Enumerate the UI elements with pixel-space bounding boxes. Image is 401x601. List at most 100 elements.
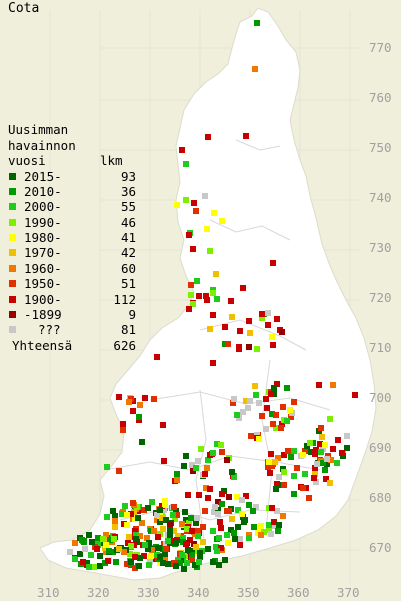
observation-square [200,539,206,545]
observation-square [205,134,211,140]
observation-square [237,536,243,542]
observation-square [307,440,313,446]
observation-square [205,457,211,463]
observation-square [160,560,166,566]
observation-square [268,531,274,537]
observation-square [235,524,241,530]
y-tick-label: 730 [369,240,392,255]
observation-square [179,552,185,558]
observation-square [266,522,272,528]
observation-square [192,562,198,568]
observation-square [162,498,168,504]
observation-square [184,526,190,532]
observation-square [207,326,213,332]
legend-year-label: 1900- [24,291,62,307]
observation-square [91,564,97,570]
observation-square [161,458,167,464]
observation-square [132,528,138,534]
observation-square [120,427,126,433]
observation-square [196,559,202,565]
observation-square [224,457,230,463]
map-title: Cota [8,1,40,16]
observation-square [269,505,275,511]
observation-square [128,543,134,549]
observation-square [173,508,179,514]
observation-square [335,437,341,443]
observation-square [320,460,326,466]
observation-square [259,315,265,321]
observation-square [211,509,217,515]
observation-square [256,436,262,442]
legend-color-swatch [9,311,16,319]
observation-square [97,563,103,569]
observation-square [216,535,222,541]
observation-square [218,442,224,448]
legend-row: 1980- 41 [8,230,136,245]
legend-row: 2010- 36 [8,184,136,199]
observation-square [266,527,272,533]
observation-square [263,396,269,402]
observation-square [252,66,258,72]
observation-square [248,433,254,439]
observation-square [183,541,189,547]
observation-square [300,452,306,458]
x-tick-label: 320 [87,585,110,600]
observation-square [112,518,118,524]
observation-square [225,540,231,546]
legend-count-value: 9 [128,307,136,323]
observation-square [328,457,334,463]
legend-year-label: -1899 [24,307,62,323]
observation-square [268,451,274,457]
observation-square [156,545,162,551]
legend-year-label: 2010- [24,183,62,199]
observation-square [202,471,208,477]
observation-square [142,542,148,548]
observation-square [306,495,312,501]
observation-square [122,503,128,509]
legend-year-label: 1980- [24,230,62,246]
observation-square [317,441,323,447]
observation-square [124,512,130,518]
observation-square [214,548,220,554]
legend-color-swatch [9,249,16,257]
observation-square [265,310,271,316]
observation-square [207,486,213,492]
observation-square [339,450,345,456]
observation-square [180,535,186,541]
observation-square [246,502,252,508]
observation-square [189,552,195,558]
observation-square [130,500,136,506]
observation-square [82,546,88,552]
legend-count-value: 36 [120,183,136,199]
observation-square [157,519,163,525]
x-tick-label: 370 [337,585,360,600]
observation-square [314,461,320,467]
observation-square [121,549,127,555]
observation-square [247,398,253,404]
observation-square [291,448,297,454]
observation-square [137,555,143,561]
observation-square [195,533,201,539]
observation-square [137,402,143,408]
observation-square [279,329,285,335]
observation-square [182,509,188,515]
observation-square [230,400,236,406]
legend-color-swatch [9,326,16,334]
observation-square [274,481,280,487]
observation-square [103,532,109,538]
observation-square [319,434,325,440]
observation-square [133,532,139,538]
observation-square [254,346,260,352]
legend-total: Yhteensä 626 [8,338,136,354]
observation-square [270,260,276,266]
observation-square [243,398,249,404]
observation-square [213,544,219,550]
observation-square [222,324,228,330]
observation-square [311,475,317,481]
legend-row: 1990- 46 [8,215,136,230]
observation-square [204,226,210,232]
observation-square [228,298,234,304]
observation-square [291,473,297,479]
observation-square [240,409,246,415]
observation-square [316,382,322,388]
